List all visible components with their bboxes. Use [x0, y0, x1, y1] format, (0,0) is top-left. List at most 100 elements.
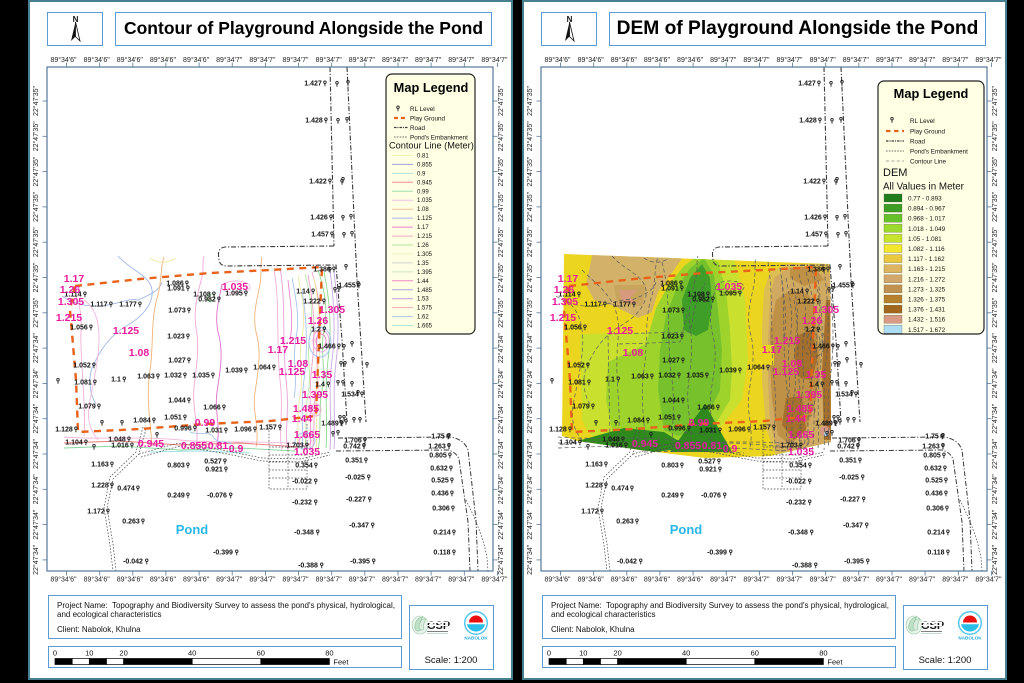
- svg-text:1.305: 1.305: [417, 252, 433, 258]
- svg-text:1.35: 1.35: [417, 261, 429, 267]
- svg-text:1.4: 1.4: [315, 381, 325, 388]
- svg-text:89°34'7": 89°34'7": [876, 576, 903, 584]
- svg-text:89°34'6": 89°34'6": [84, 576, 111, 584]
- svg-text:1.035: 1.035: [294, 446, 320, 458]
- svg-text:89°34'6": 89°34'6": [644, 56, 671, 64]
- svg-text:1.422: 1.422: [803, 178, 821, 185]
- svg-text:89°34'6": 89°34'6": [611, 576, 638, 584]
- svg-text:1.035: 1.035: [686, 372, 704, 379]
- svg-text:-0.076: -0.076: [207, 492, 227, 499]
- svg-text:1.427: 1.427: [798, 80, 816, 87]
- svg-text:1.08: 1.08: [417, 207, 429, 213]
- svg-text:1.17: 1.17: [762, 344, 783, 356]
- svg-text:22°47'35": 22°47'35": [526, 297, 534, 327]
- svg-text:1.263: 1.263: [922, 443, 940, 450]
- svg-text:1.08: 1.08: [288, 358, 309, 370]
- svg-text:1.104: 1.104: [65, 439, 83, 446]
- svg-text:Road: Road: [410, 125, 426, 132]
- svg-text:1.386: 1.386: [313, 266, 331, 273]
- svg-text:0.306: 0.306: [432, 505, 450, 512]
- svg-text:1.125: 1.125: [417, 216, 433, 222]
- svg-text:1.125: 1.125: [607, 325, 633, 337]
- svg-text:1.53: 1.53: [417, 297, 429, 303]
- svg-text:0.9: 0.9: [417, 171, 426, 177]
- svg-text:RL Level: RL Level: [410, 106, 435, 113]
- svg-text:1.395: 1.395: [302, 389, 328, 401]
- svg-text:1.066: 1.066: [203, 404, 221, 411]
- svg-text:1.517 - 1.672: 1.517 - 1.672: [908, 327, 946, 334]
- svg-text:1.17: 1.17: [417, 225, 429, 231]
- svg-text:1.228: 1.228: [91, 482, 109, 489]
- svg-text:0.99: 0.99: [689, 417, 710, 429]
- svg-text:1.086: 1.086: [660, 280, 678, 287]
- svg-text:1.395: 1.395: [796, 389, 822, 401]
- svg-text:22°47'35": 22°47'35": [32, 297, 40, 327]
- svg-text:RL Level: RL Level: [910, 118, 935, 125]
- svg-text:10: 10: [85, 649, 93, 658]
- svg-text:1.26: 1.26: [60, 284, 81, 296]
- svg-text:0.855: 0.855: [417, 162, 433, 168]
- svg-text:0.354: 0.354: [295, 462, 313, 469]
- svg-text:1.031: 1.031: [699, 427, 717, 434]
- svg-text:1.039: 1.039: [719, 367, 737, 374]
- svg-text:1.215: 1.215: [56, 312, 82, 324]
- svg-text:22°47'35": 22°47'35": [32, 121, 40, 151]
- svg-text:1.044: 1.044: [168, 397, 186, 404]
- svg-text:0.632: 0.632: [430, 465, 448, 472]
- svg-text:0.945: 0.945: [138, 438, 164, 450]
- svg-text:89°34'7": 89°34'7": [843, 56, 870, 64]
- svg-text:1.177: 1.177: [613, 301, 631, 308]
- svg-text:89°34'7": 89°34'7": [481, 56, 508, 64]
- svg-text:89°34'7": 89°34'7": [909, 576, 936, 584]
- svg-text:1.44: 1.44: [292, 413, 313, 425]
- svg-text:89°34'7": 89°34'7": [942, 576, 969, 584]
- svg-text:1.26: 1.26: [554, 284, 575, 296]
- svg-text:1.75: 1.75: [925, 433, 939, 440]
- svg-text:0.81: 0.81: [208, 440, 229, 452]
- svg-text:All Values in Meter: All Values in Meter: [883, 182, 965, 193]
- svg-text:-0.042: -0.042: [617, 558, 637, 565]
- svg-text:1.222: 1.222: [797, 298, 815, 305]
- svg-text:0.436: 0.436: [925, 490, 943, 497]
- svg-text:0.945: 0.945: [632, 438, 658, 450]
- svg-text:1.114: 1.114: [64, 291, 81, 298]
- svg-text:1.027: 1.027: [662, 357, 680, 364]
- svg-text:40: 40: [188, 649, 196, 658]
- svg-text:1.17: 1.17: [268, 344, 289, 356]
- svg-text:1.084: 1.084: [627, 417, 645, 424]
- svg-text:1.455: 1.455: [832, 282, 850, 289]
- svg-text:0.474: 0.474: [117, 485, 135, 492]
- svg-text:1.305: 1.305: [552, 296, 578, 308]
- svg-text:Feet: Feet: [333, 658, 349, 667]
- svg-text:89°34'7": 89°34'7": [382, 56, 409, 64]
- svg-text:22°47'35": 22°47'35": [526, 227, 534, 257]
- svg-text:1.1: 1.1: [605, 376, 615, 383]
- svg-text:1.665: 1.665: [788, 429, 814, 441]
- svg-text:1.14: 1.14: [296, 288, 310, 295]
- svg-text:1.534: 1.534: [341, 391, 359, 398]
- svg-text:1.082 - 1.116: 1.082 - 1.116: [908, 246, 945, 253]
- svg-text:-0.022: -0.022: [786, 478, 806, 485]
- svg-text:60: 60: [751, 649, 759, 658]
- svg-text:0.81: 0.81: [417, 154, 429, 160]
- svg-text:89°34'7": 89°34'7": [349, 576, 376, 584]
- svg-text:22°47'35": 22°47'35": [497, 85, 505, 115]
- svg-text:Map Legend: Map Legend: [894, 86, 969, 101]
- svg-text:89°34'7": 89°34'7": [415, 576, 442, 584]
- svg-text:22°47'34": 22°47'34": [526, 509, 534, 539]
- svg-text:1.032: 1.032: [658, 372, 676, 379]
- svg-text:1.035: 1.035: [716, 281, 742, 293]
- svg-text:1.215: 1.215: [417, 234, 433, 240]
- svg-text:1.1: 1.1: [111, 376, 121, 383]
- svg-text:1.035: 1.035: [788, 446, 814, 458]
- svg-text:0.996: 0.996: [668, 425, 686, 432]
- svg-text:1.172: 1.172: [87, 508, 105, 515]
- svg-text:22°47'35": 22°47'35": [991, 156, 999, 186]
- svg-text:89°34'7": 89°34'7": [316, 576, 343, 584]
- svg-text:1.428: 1.428: [305, 117, 323, 124]
- svg-text:80: 80: [819, 649, 827, 658]
- svg-text:1.051: 1.051: [164, 414, 182, 421]
- svg-text:89°34'7": 89°34'7": [975, 56, 1002, 64]
- svg-text:1.163: 1.163: [585, 461, 603, 468]
- svg-text:0.214: 0.214: [927, 529, 945, 536]
